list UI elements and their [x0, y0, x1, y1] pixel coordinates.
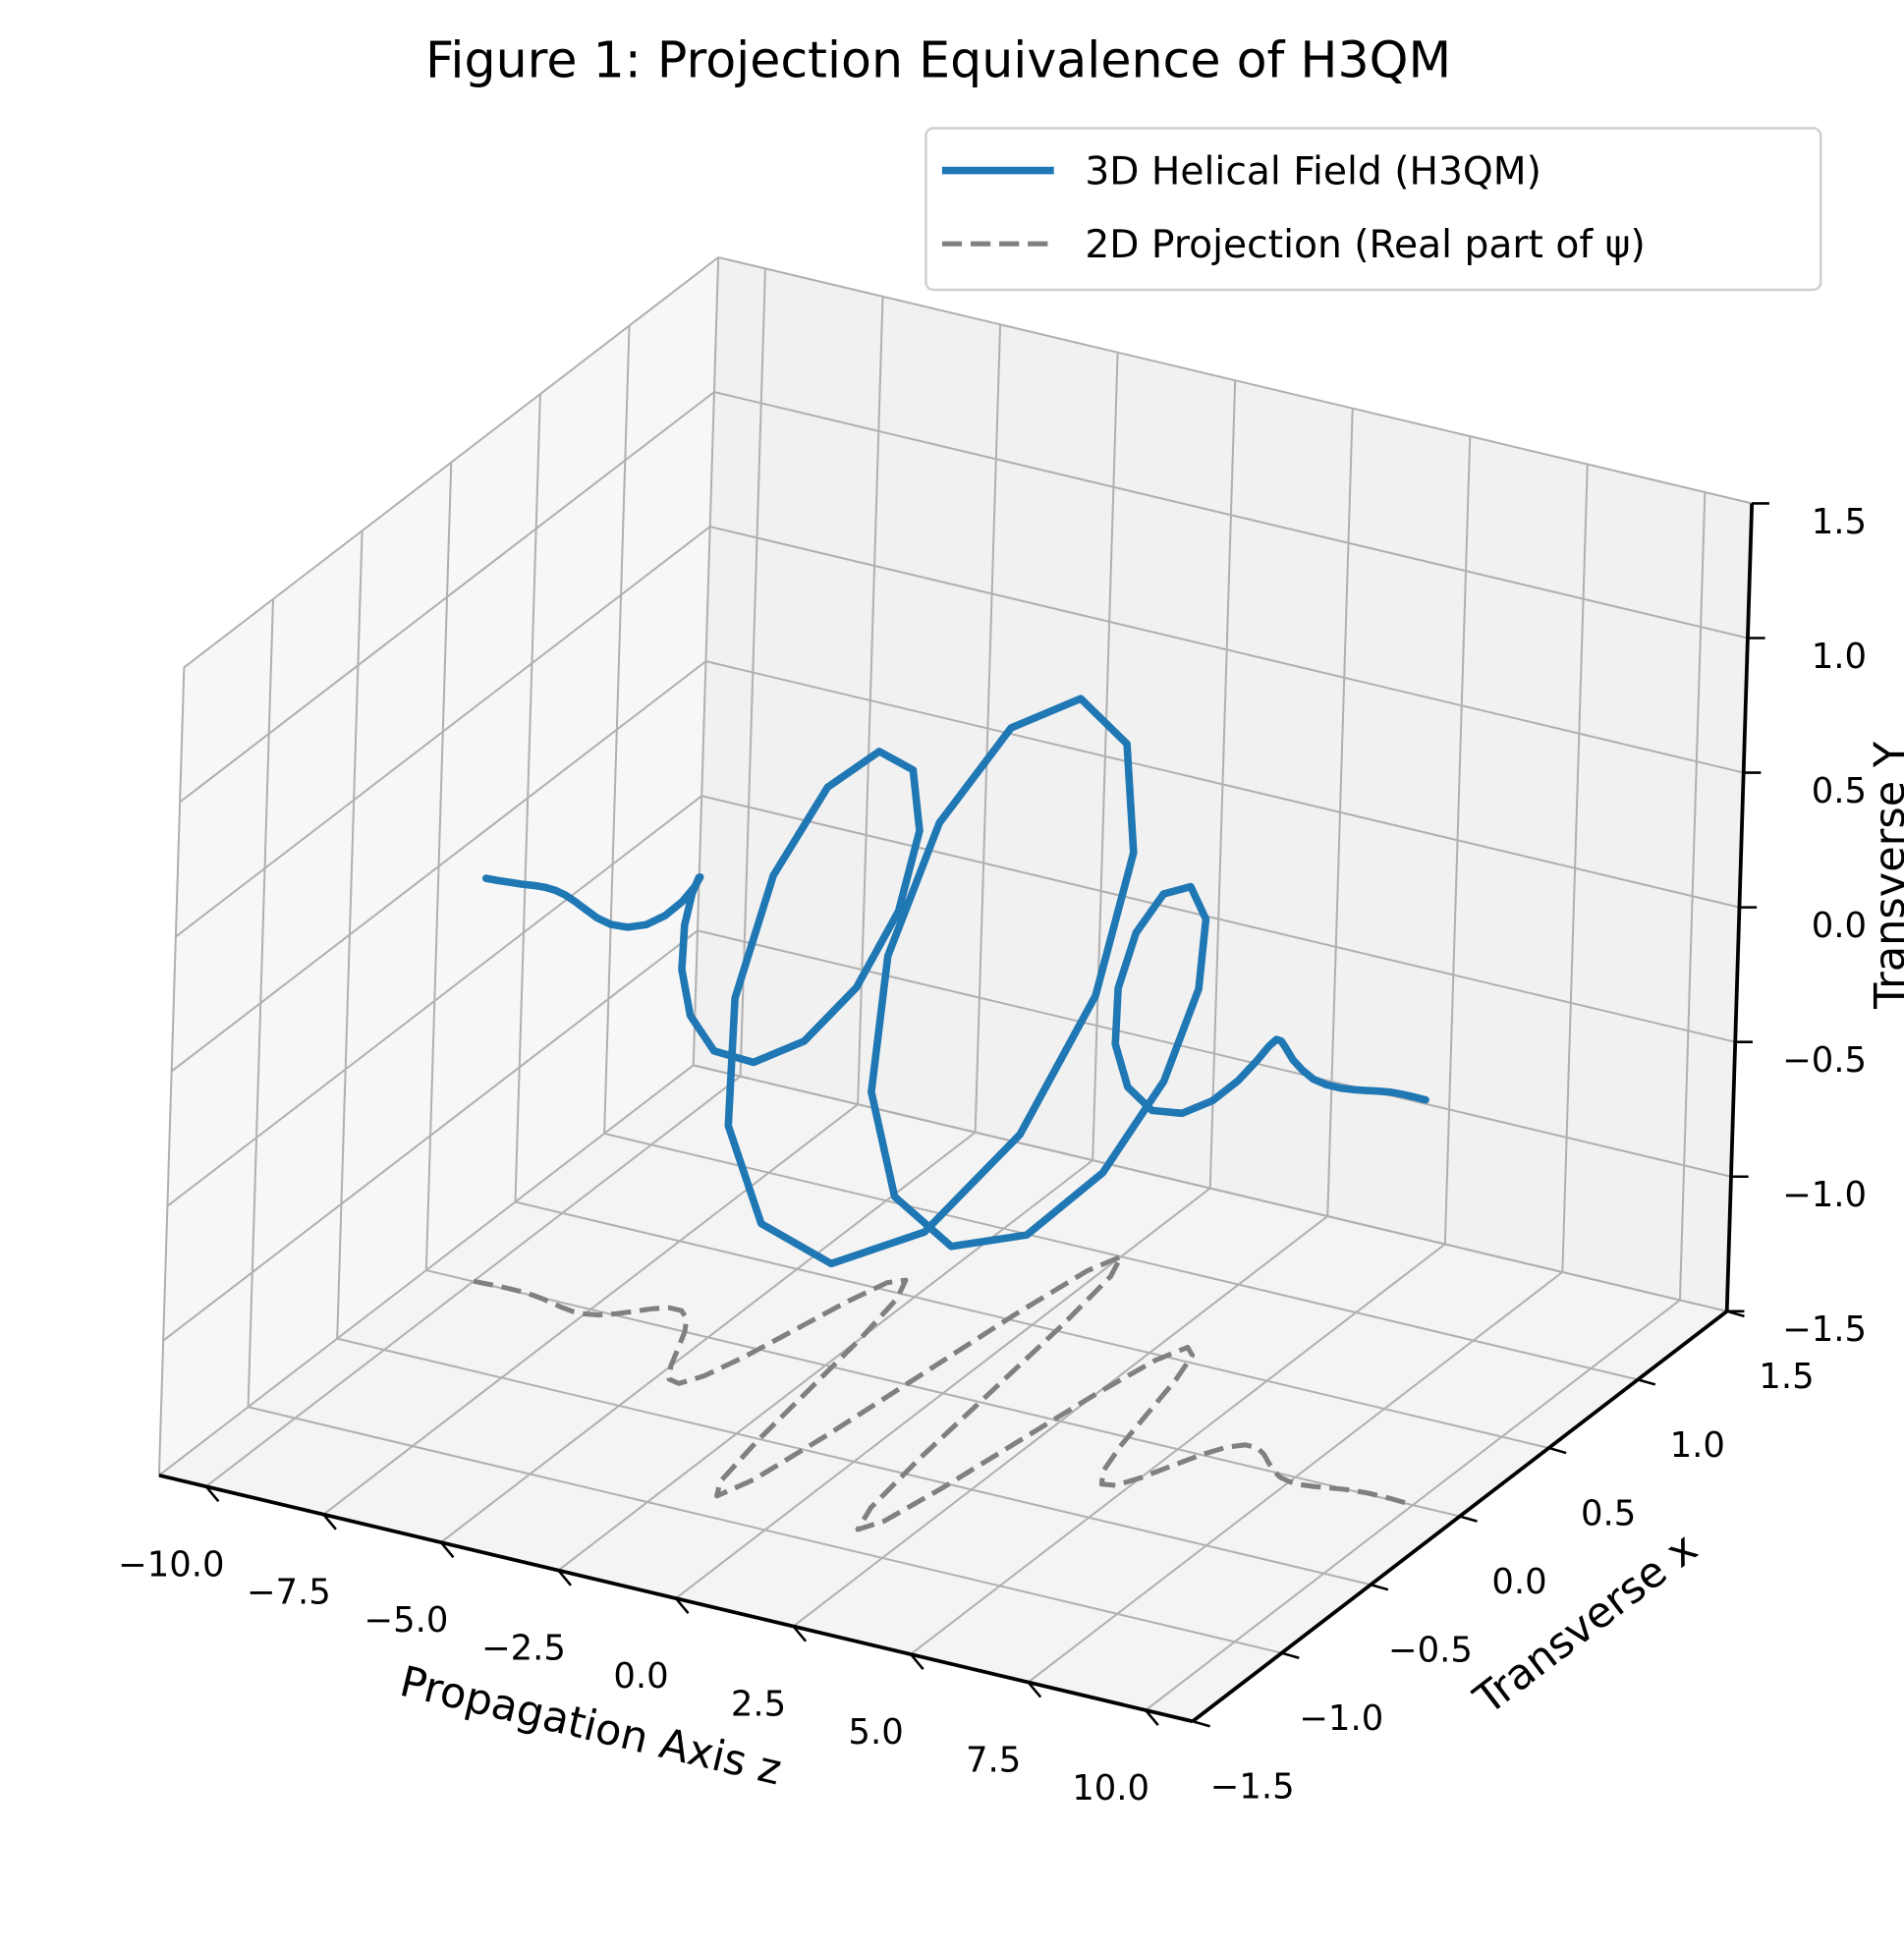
y-tick-label: −1.5: [1782, 1309, 1867, 1350]
grid-line: [248, 1406, 1282, 1654]
z-tick-label: 5.0: [848, 1712, 903, 1753]
grid-line: [179, 391, 715, 804]
grid-line: [709, 526, 1744, 774]
tick-mark: [557, 1569, 572, 1587]
y-tick-label: 1.5: [1812, 502, 1867, 542]
grid-line: [175, 526, 711, 938]
grid-line: [717, 255, 1753, 505]
z-tick-label: −5.0: [364, 1600, 448, 1641]
y-axis-label: Transverse Y: [1866, 741, 1904, 1010]
x-tick-label: 0.0: [1491, 1562, 1546, 1602]
grid-line: [700, 795, 1736, 1043]
chart-title: Figure 1: Projection Equivalence of H3QM: [425, 31, 1451, 89]
grid-line: [705, 660, 1740, 909]
tick-mark: [439, 1541, 455, 1559]
tick-mark: [322, 1513, 337, 1531]
x-axis-label: Transverse x: [1465, 1524, 1707, 1725]
y-tick-label: 0.5: [1812, 771, 1867, 811]
grid-line: [603, 1132, 1639, 1381]
y-tick-label: 0.0: [1812, 906, 1867, 946]
grid-line: [713, 391, 1749, 640]
x-tick-label: −1.0: [1299, 1698, 1383, 1739]
z-tick-label: −7.5: [247, 1573, 331, 1613]
tick-mark: [1281, 1651, 1300, 1659]
tick-mark: [792, 1625, 808, 1643]
x-tick-label: −1.5: [1210, 1767, 1295, 1808]
z-tick-label: 0.0: [613, 1656, 668, 1697]
tick-mark: [1459, 1515, 1478, 1523]
tick-mark: [1370, 1583, 1389, 1591]
tick-mark: [1027, 1681, 1042, 1698]
legend-box: [924, 127, 1822, 292]
tick-mark: [1637, 1378, 1656, 1386]
projection-line: [473, 1253, 1414, 1532]
grid-line: [158, 1064, 695, 1476]
tick-mark: [674, 1597, 690, 1615]
grid-line: [183, 256, 719, 669]
helix-line: [481, 695, 1429, 1268]
tick-mark: [910, 1653, 924, 1670]
z-tick-label: 10.0: [1072, 1768, 1149, 1809]
z-axis-label: Propagation Axis z: [395, 1657, 786, 1796]
x-tick-label: 0.5: [1581, 1493, 1636, 1533]
z-tick-label: 2.5: [731, 1685, 786, 1725]
tick-mark: [1548, 1446, 1567, 1455]
legend-label: 2D Projection (Real part of ψ): [1085, 223, 1645, 267]
grid-line: [425, 1269, 1461, 1518]
grid-line: [162, 929, 699, 1342]
x-tick-label: 1.5: [1759, 1357, 1814, 1397]
z-tick-label: −10.0: [118, 1544, 225, 1585]
x-tick-label: 1.0: [1670, 1425, 1725, 1466]
grid-line: [166, 795, 702, 1207]
z-tick-label: 7.5: [966, 1741, 1021, 1781]
legend: 3D Helical Field (H3QM) 2D Projection (Re…: [924, 127, 1822, 292]
grid-line: [697, 929, 1732, 1178]
grid-line: [515, 1200, 1549, 1449]
grid-line: [171, 660, 707, 1073]
y-tick-label: 1.0: [1812, 637, 1867, 677]
y-tick-label: −0.5: [1782, 1040, 1867, 1081]
tick-mark: [1192, 1720, 1210, 1728]
y-tick-label: −1.0: [1782, 1175, 1867, 1215]
legend-label: 3D Helical Field (H3QM): [1085, 149, 1541, 194]
tick-mark: [204, 1485, 220, 1503]
grid-line: [336, 1337, 1372, 1587]
tick-mark: [1145, 1709, 1159, 1726]
z-tick-label: −2.5: [481, 1629, 566, 1669]
grid-line: [693, 1064, 1727, 1312]
x-tick-label: −0.5: [1388, 1631, 1473, 1671]
